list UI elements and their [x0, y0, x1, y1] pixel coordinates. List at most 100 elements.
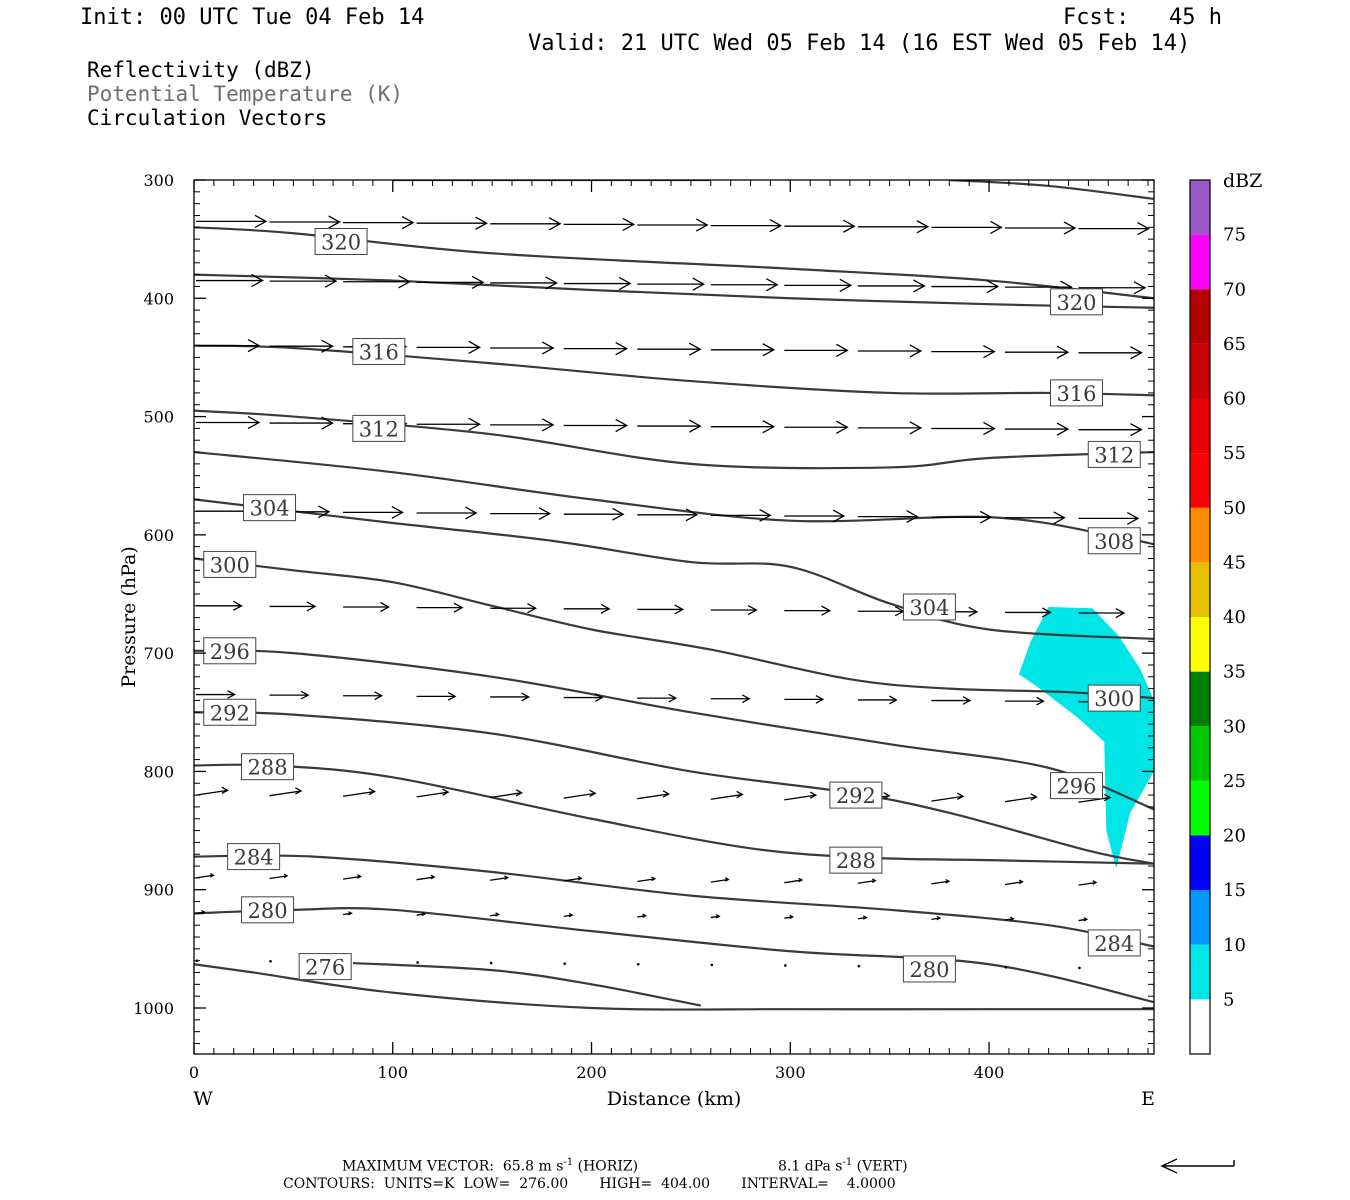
- vector-arrowhead: [495, 912, 500, 917]
- colorbar-bin: [1190, 180, 1210, 235]
- colorbar-bin: [1190, 944, 1210, 1000]
- isentrope-label-box: [203, 550, 257, 578]
- circulation-vector: [490, 792, 522, 799]
- reference-vector-arrow: [1160, 1158, 1235, 1174]
- vector-arrowhead: [615, 418, 629, 433]
- vector-dot: [784, 964, 787, 967]
- isentrope-label-box: [241, 896, 295, 924]
- circulation-vector: [269, 790, 302, 797]
- vector-arrowhead: [468, 417, 481, 431]
- vector-arrowhead: [765, 278, 779, 292]
- isentrope-288: [194, 763, 1154, 865]
- isentrope-label: 316: [1056, 382, 1096, 406]
- isentrope-300: [194, 557, 1154, 700]
- field-theta: Potential Temperature (K): [87, 82, 404, 106]
- vector-arrowhead: [594, 693, 604, 702]
- west-label: W: [193, 1088, 213, 1110]
- vector-arrowhead: [515, 789, 524, 797]
- vector-arrowhead: [201, 909, 206, 915]
- vector-arrowhead: [809, 791, 818, 799]
- vector-dot: [857, 964, 861, 968]
- x-tick-label: 200: [576, 1063, 607, 1082]
- isentrope-label-box: [243, 494, 297, 522]
- isentrope-label-box: [1087, 929, 1141, 957]
- circulation-vector: [1078, 881, 1097, 886]
- vector-arrowhead: [1137, 221, 1150, 236]
- circulation-vector: [1078, 796, 1111, 803]
- vector-arrowhead: [391, 505, 404, 519]
- vector-arrowhead: [862, 915, 868, 920]
- vector-arrowhead: [688, 342, 702, 356]
- colorbar-frame: [1189, 179, 1211, 1055]
- colorbar-bin: [1190, 835, 1210, 891]
- y-tick-label: 500: [143, 408, 174, 427]
- y-tick-label: 700: [143, 644, 174, 663]
- isentrope-label: 312: [1094, 443, 1134, 467]
- vector-arrowhead: [759, 508, 772, 522]
- circulation-vector: [342, 790, 375, 797]
- colorbar-label: 30: [1223, 716, 1246, 737]
- vector-arrowhead: [251, 273, 264, 288]
- vector-arrowhead: [324, 274, 338, 288]
- vector-arrowhead: [318, 505, 331, 519]
- vector-arrowhead: [688, 419, 702, 433]
- isentrope-label: 280: [247, 899, 287, 923]
- isentrope-label: 316: [359, 341, 399, 365]
- vector-arrowhead: [357, 874, 362, 879]
- vector-arrowhead: [798, 877, 804, 883]
- vector-arrowhead: [618, 276, 632, 291]
- colorbar-label: 25: [1223, 771, 1246, 792]
- vector-dot: [710, 963, 714, 967]
- y-tick-label: 1000: [133, 999, 174, 1018]
- vector-arrowhead: [321, 416, 334, 430]
- y-axis-title: Pressure (hPa): [118, 546, 140, 688]
- vector-arrowhead: [1053, 511, 1066, 525]
- vector-arrowhead: [1083, 917, 1089, 922]
- vector-arrowhead: [983, 421, 996, 436]
- isentrope-label: 292: [836, 784, 876, 808]
- vector-arrowhead: [589, 789, 597, 798]
- y-tick-label: 300: [143, 171, 174, 190]
- vector-arrowhead: [692, 277, 706, 291]
- vector-arrowhead: [1056, 422, 1070, 436]
- circulation-vector: [1004, 881, 1023, 886]
- vector-arrowhead: [956, 792, 965, 801]
- vector-dot: [563, 962, 567, 965]
- colorbar-bin: [1190, 453, 1210, 508]
- vector-arrowhead: [736, 790, 744, 799]
- colorbar-label: 15: [1223, 880, 1246, 901]
- circulation-vector: [637, 878, 655, 883]
- max-vector-label: MAXIMUM VECTOR:: [342, 1158, 494, 1175]
- vector-arrowhead: [916, 220, 930, 234]
- vector-arrowhead: [762, 343, 776, 357]
- vector-arrowhead: [832, 509, 846, 523]
- isentrope-label-box: [227, 843, 281, 871]
- isentrope-276: [194, 963, 1154, 1011]
- vector-arrowhead: [1133, 281, 1147, 295]
- colorbar-label: 10: [1223, 935, 1246, 956]
- colorbar-label: 20: [1223, 826, 1246, 847]
- vector-dot: [636, 962, 640, 966]
- isentrope-296: [194, 649, 1154, 811]
- vector-arrowhead: [300, 690, 310, 700]
- colorbar-label: 60: [1223, 389, 1246, 410]
- circulation-vector: [784, 879, 802, 884]
- isentrope-label: 280: [909, 958, 949, 982]
- colorbar-bin-lowest: [1190, 999, 1210, 1054]
- reflectivity-5dbz-region: [1018, 607, 1154, 869]
- colorbar-title: dBZ: [1223, 170, 1262, 192]
- isentrope-316: [194, 344, 1154, 397]
- isentrope-label: 320: [1056, 291, 1096, 315]
- plot-frame: [193, 179, 1155, 1055]
- vector-arrowhead: [306, 601, 317, 612]
- vector-arrowhead: [521, 692, 531, 702]
- colorbar-bin: [1190, 780, 1210, 836]
- isentrope-324: [949, 180, 1154, 201]
- vector-arrowhead: [471, 275, 485, 289]
- circulation-vector: [931, 795, 964, 802]
- vector-arrowhead: [789, 914, 795, 920]
- y-tick-label: 900: [143, 881, 174, 900]
- circulation-vector: [710, 793, 743, 800]
- vector-arrowhead: [453, 602, 464, 613]
- colorbar-bin: [1190, 890, 1210, 945]
